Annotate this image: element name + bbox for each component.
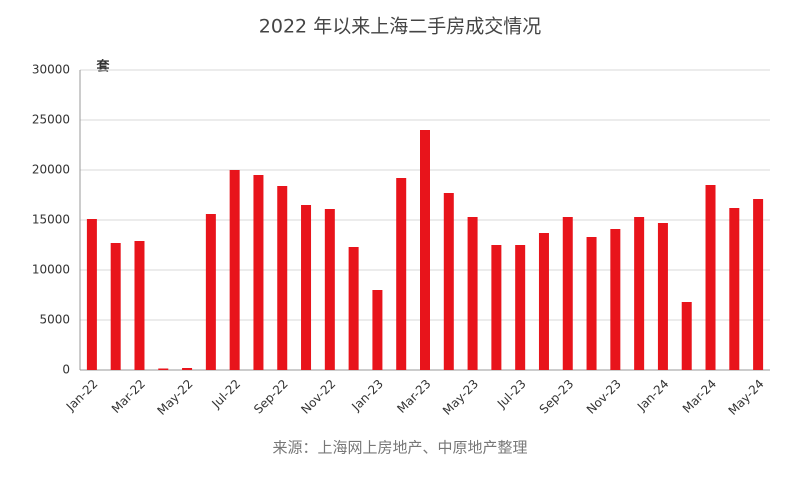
bar [301, 205, 312, 370]
bar [158, 368, 169, 370]
y-tick-label: 25000 [32, 113, 70, 127]
bar [396, 178, 407, 370]
bar [443, 193, 454, 370]
x-tick-label: Nov-22 [298, 377, 338, 417]
x-tick-label: Jan-24 [634, 377, 672, 415]
x-tick-label: Mar-23 [394, 377, 433, 416]
bar [610, 229, 621, 370]
bar [205, 214, 216, 370]
x-tick-label: Sep-22 [251, 377, 291, 417]
y-tick-label: 10000 [32, 263, 70, 277]
bar [229, 170, 240, 370]
bar [86, 219, 97, 370]
bar [634, 217, 645, 370]
bar [538, 233, 549, 370]
bar [182, 368, 193, 370]
x-tick-label: May-24 [726, 377, 767, 418]
source-note: 来源：上海网上房地产、中原地产整理 [272, 439, 527, 457]
x-tick-label: Nov-23 [584, 377, 624, 417]
x-tick-label: Jul-23 [494, 377, 529, 412]
x-tick-label: Jan-22 [63, 377, 101, 415]
y-tick-label: 0 [62, 363, 70, 377]
bar [372, 290, 383, 370]
bar [467, 217, 478, 370]
x-tick-label: Mar-22 [109, 377, 148, 416]
x-tick-label: Sep-23 [537, 377, 577, 417]
y-tick-label: 5000 [39, 313, 70, 327]
bar [515, 245, 526, 370]
bar [657, 223, 668, 370]
bar [562, 217, 573, 370]
bar [110, 243, 121, 370]
y-tick-label: 15000 [32, 213, 70, 227]
bar [705, 185, 716, 370]
chart-title: 2022 年以来上海二手房成交情况 [259, 16, 541, 38]
x-tick-label: Jul-22 [209, 377, 244, 412]
bar [729, 208, 740, 370]
bar [491, 245, 502, 370]
y-tick-label: 20000 [32, 163, 70, 177]
x-tick-label: May-23 [440, 377, 481, 418]
bar [753, 199, 764, 370]
y-axis-unit: 套 [95, 59, 110, 75]
x-tick-label: May-22 [155, 377, 196, 418]
bar [586, 237, 597, 370]
bar [348, 247, 359, 370]
y-tick-label: 30000 [32, 63, 70, 77]
bar [277, 186, 288, 370]
bar [681, 302, 692, 370]
x-tick-label: Jan-23 [348, 377, 386, 415]
bar [253, 175, 264, 370]
x-tick-label: Mar-24 [680, 377, 719, 416]
bar [420, 130, 430, 370]
bar [324, 209, 335, 370]
bar [134, 241, 145, 370]
